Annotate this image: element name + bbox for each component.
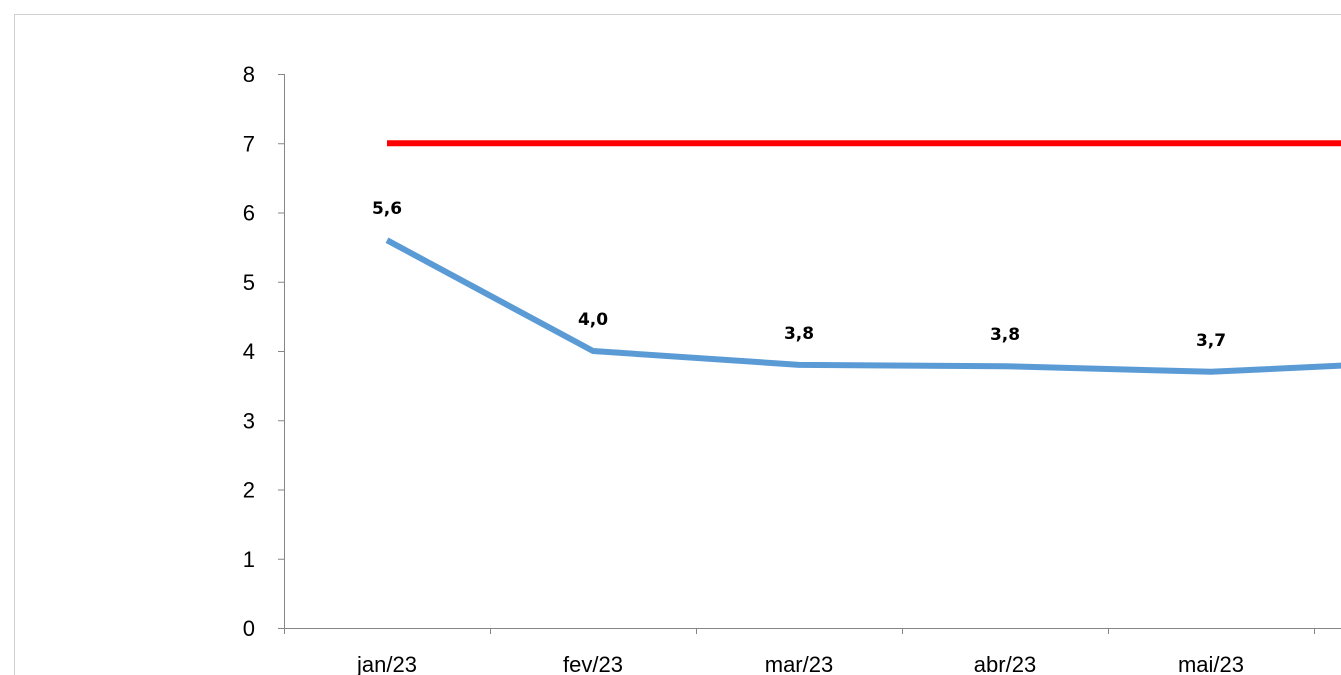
y-tick-label: 2 bbox=[243, 478, 255, 503]
y-tick-label: 7 bbox=[243, 131, 255, 156]
y-tick-label: 0 bbox=[243, 616, 255, 641]
x-tick-label: mai/23 bbox=[1178, 652, 1244, 675]
data-label-layer: 5,6 4,0 3,8 3,8 3,7 bbox=[372, 199, 1226, 351]
x-tick-label: abr/23 bbox=[974, 652, 1036, 675]
y-tick-label: 4 bbox=[243, 339, 255, 364]
data-label: 3,7 bbox=[1196, 331, 1226, 351]
data-label: 3,8 bbox=[990, 325, 1020, 345]
x-tick-label: fev/23 bbox=[563, 652, 623, 675]
data-label: 3,8 bbox=[784, 324, 814, 344]
series-line-values bbox=[385, 237, 1341, 375]
y-tick-label: 1 bbox=[243, 547, 255, 572]
y-tick-label: 6 bbox=[243, 201, 255, 226]
data-label: 4,0 bbox=[578, 310, 608, 330]
y-tick-label: 8 bbox=[243, 62, 255, 87]
series-layer bbox=[385, 140, 1341, 375]
y-axis: 0 1 2 3 4 5 6 7 8 bbox=[243, 62, 285, 641]
y-tick-label: 5 bbox=[243, 270, 255, 295]
y-tick-label: 3 bbox=[243, 408, 255, 433]
data-label: 5,6 bbox=[372, 199, 402, 219]
x-tick-label: mar/23 bbox=[765, 652, 833, 675]
x-tick-label: jan/23 bbox=[356, 652, 417, 675]
